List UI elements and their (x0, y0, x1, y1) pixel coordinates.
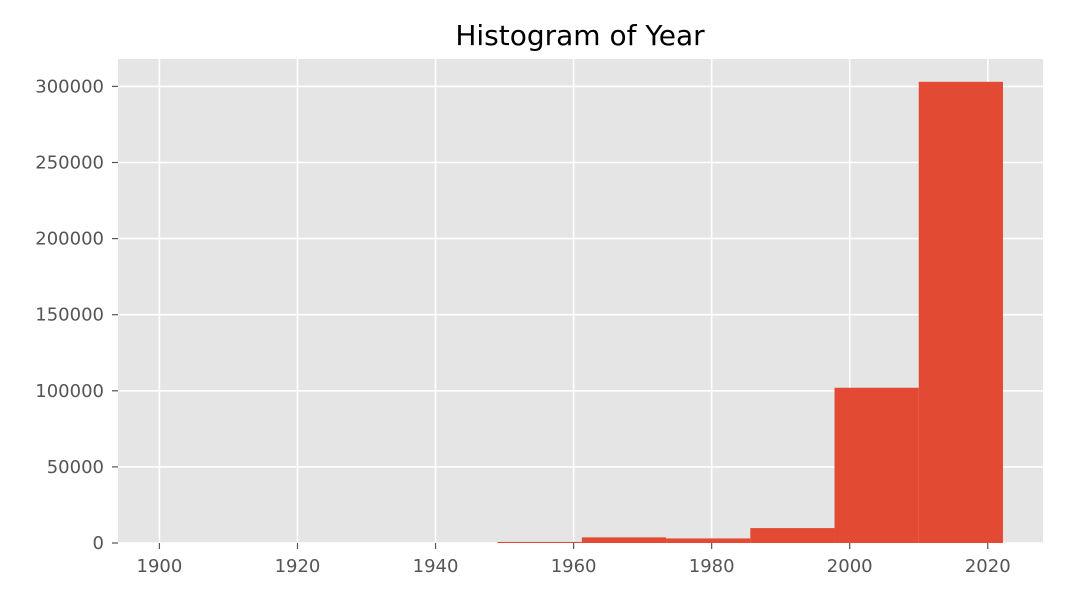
x-tick-label: 1940 (413, 556, 459, 577)
y-tick-label: 200000 (35, 229, 104, 250)
histogram-bars (497, 81, 1003, 543)
histogram-bar (834, 387, 919, 543)
histogram-bar (918, 81, 1003, 543)
axis-ticks: 1900 1920 1940 1960 1980 2000 2020 0 50000 100000… (35, 76, 1010, 577)
x-tick-label: 2020 (965, 556, 1011, 577)
x-tick-label: 1900 (137, 556, 183, 577)
histogram-bar (666, 538, 751, 543)
chart-title: Histogram of Year (455, 19, 705, 52)
histogram-bar (581, 537, 667, 543)
x-tick-label: 1920 (275, 556, 321, 577)
histogram-bar (497, 541, 582, 543)
y-tick-label: 50000 (47, 457, 104, 478)
x-tick-label: 2000 (827, 556, 873, 577)
x-tick-label: 1980 (689, 556, 735, 577)
y-tick-label: 300000 (35, 76, 104, 97)
x-tick-label: 1960 (551, 556, 597, 577)
y-tick-label: 250000 (35, 152, 104, 173)
histogram-bar (750, 528, 835, 543)
y-tick-label: 100000 (35, 381, 104, 402)
y-tick-label: 150000 (35, 305, 104, 326)
y-tick-label: 0 (93, 533, 104, 554)
